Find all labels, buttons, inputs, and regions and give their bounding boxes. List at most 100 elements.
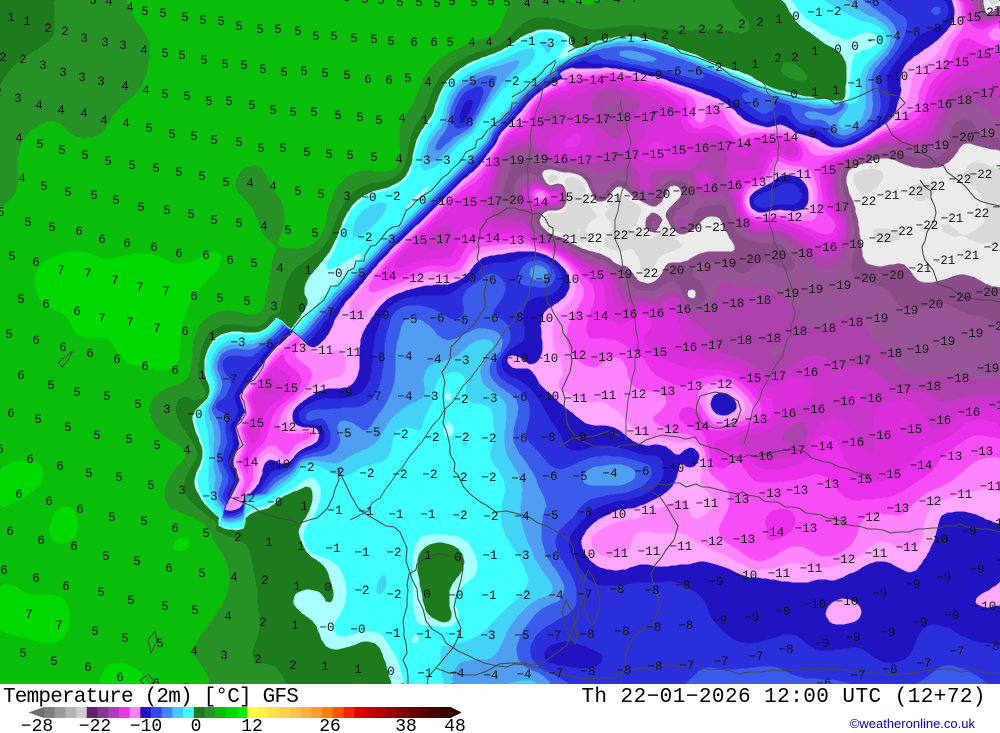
svg-text:5: 5 [168,128,176,142]
svg-text:−2: −2 [424,431,439,445]
svg-text:1: 1 [751,58,759,72]
svg-text:5: 5 [205,95,213,109]
svg-text:5: 5 [274,23,282,37]
svg-text:2: 2 [756,16,764,30]
svg-text:4: 4 [142,84,150,98]
svg-text:−9: −9 [374,309,389,323]
svg-text:3: 3 [97,75,105,89]
svg-text:−14: −14 [454,233,477,247]
svg-text:−9: −9 [712,614,727,628]
svg-text:−8: −8 [984,640,999,654]
svg-text:−5: −5 [461,75,476,89]
svg-text:−13: −13 [698,104,721,118]
svg-text:5: 5 [210,214,218,228]
svg-text:−11: −11 [302,424,325,438]
svg-text:0: 0 [324,581,332,595]
svg-text:−14: −14 [674,106,697,120]
svg-text:0: 0 [792,10,800,24]
svg-text:2: 2 [261,574,269,588]
svg-text:5: 5 [191,604,199,618]
svg-text:−12: −12 [624,388,647,402]
svg-text:5: 5 [387,35,395,49]
svg-text:−13: −13 [619,348,642,362]
svg-text:−11: −11 [606,547,629,561]
svg-text:−2: −2 [329,466,344,480]
svg-text:−13: −13 [284,342,307,356]
svg-text:−12: −12 [755,212,778,226]
svg-text:5: 5 [147,479,155,493]
svg-text:6: 6 [152,677,160,684]
svg-text:−18: −18 [841,316,864,330]
svg-text:5: 5 [279,142,287,156]
svg-text:−16: −16 [929,414,952,428]
svg-text:−13: −13 [733,533,756,547]
svg-text:−11: −11 [627,425,650,439]
svg-text:5: 5 [102,550,110,564]
svg-text:4: 4 [230,571,238,585]
svg-text:5: 5 [259,63,267,77]
svg-text:−7: −7 [577,588,592,602]
svg-text:4: 4 [542,0,550,9]
svg-text:7: 7 [162,285,170,299]
svg-text:5: 5 [317,188,325,202]
svg-text:−20: −20 [739,253,762,267]
svg-text:6: 6 [150,241,158,255]
svg-text:−9: −9 [647,69,662,83]
svg-text:−19: −19 [829,279,852,293]
svg-text:5: 5 [361,0,369,7]
svg-text:−2: −2 [385,190,400,204]
svg-text:−11: −11 [696,497,719,511]
svg-text:5: 5 [156,637,164,651]
svg-text:−11: −11 [887,110,910,124]
svg-text:2: 2 [698,23,706,37]
svg-text:6: 6 [76,503,84,517]
svg-text:−19: −19 [896,304,919,318]
svg-text:5: 5 [198,567,206,581]
svg-text:−1: −1 [481,589,496,603]
svg-text:−3: −3 [482,392,497,406]
svg-text:−20: −20 [976,286,999,300]
svg-text:−3: −3 [459,154,474,168]
svg-text:−11: −11 [766,171,789,185]
svg-text:−14: −14 [687,420,710,434]
svg-text:6: 6 [59,341,67,355]
svg-text:−2: −2 [481,432,496,446]
svg-text:−7: −7 [916,657,931,671]
svg-text:5: 5 [343,0,351,5]
svg-text:−7: −7 [508,274,523,288]
svg-text:4: 4 [18,172,26,186]
svg-text:−5: −5 [350,267,365,281]
svg-text:0: 0 [790,88,798,102]
svg-text:48: 48 [444,717,466,733]
svg-text:−9: −9 [845,631,860,645]
svg-text:−11: −11 [638,545,661,559]
svg-text:−14: −14 [987,43,1000,57]
svg-text:−1: −1 [807,6,822,20]
svg-text:−22: −22 [901,185,924,199]
svg-text:−0: −0 [560,35,575,49]
svg-text:−22: −22 [636,267,659,281]
svg-text:−21: −21 [941,212,964,226]
svg-text:3: 3 [68,0,76,2]
svg-text:4: 4 [558,0,566,8]
svg-text:7: 7 [55,619,63,633]
svg-text:−28: −28 [21,717,53,733]
svg-text:1: 1 [7,11,15,25]
svg-text:−8: −8 [905,26,920,40]
svg-text:−6: −6 [429,312,444,326]
svg-text:2: 2 [254,653,262,667]
svg-text:1: 1 [421,114,429,128]
svg-text:−14: −14 [776,131,799,145]
svg-text:−10: −10 [718,98,741,112]
svg-text:−14: −14 [478,232,501,246]
svg-text:5: 5 [198,170,206,184]
svg-text:−9: −9 [872,587,887,601]
svg-text:−19: −19 [610,268,633,282]
svg-text:−7: −7 [548,667,563,681]
svg-text:−4: −4 [397,350,412,364]
svg-text:5: 5 [248,99,256,113]
svg-text:−8: −8 [646,621,661,635]
svg-text:6: 6 [113,353,121,367]
svg-text:−16: −16 [803,403,826,417]
svg-text:−10: −10 [735,569,758,583]
